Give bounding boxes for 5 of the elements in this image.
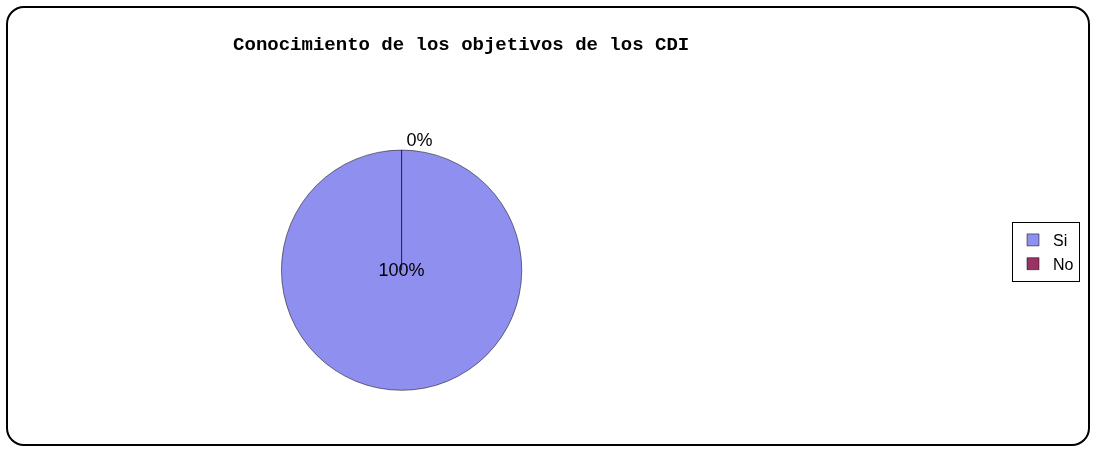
legend-label: Si [1053, 232, 1068, 250]
chart-title: Conocimiento de los objetivos de los CDI [233, 33, 690, 56]
data-label: 100% [378, 260, 425, 281]
legend-label: No [1053, 255, 1074, 273]
text: 0% [406, 130, 433, 151]
